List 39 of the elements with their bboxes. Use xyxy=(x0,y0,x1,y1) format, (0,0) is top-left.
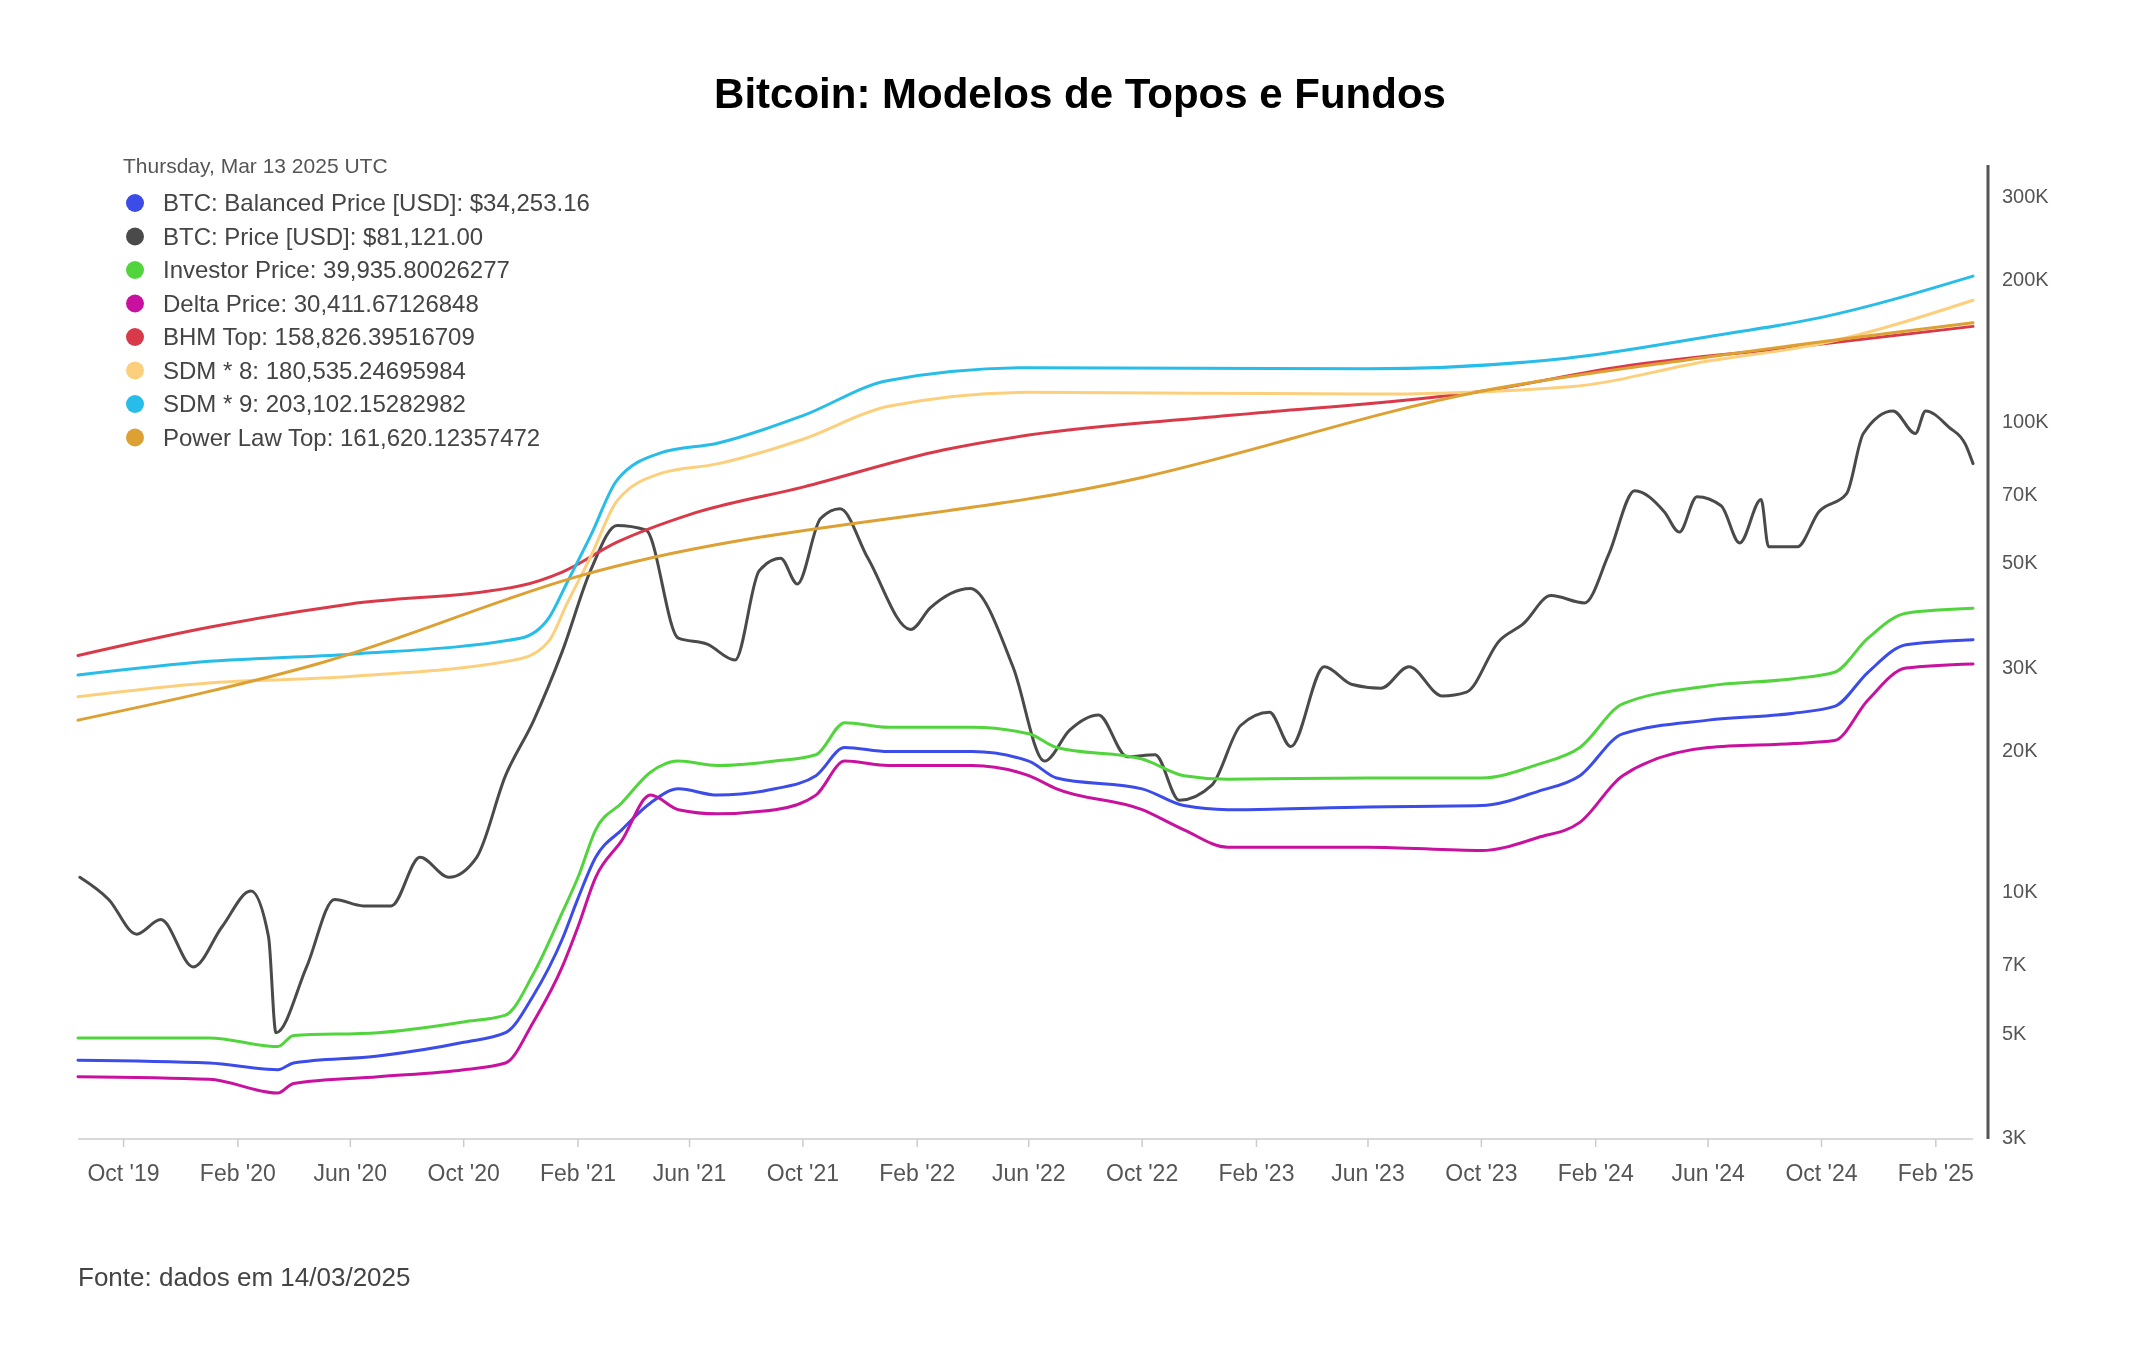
x-tick-label: Jun '23 xyxy=(1331,1160,1405,1186)
x-tick-label: Feb '22 xyxy=(879,1160,956,1186)
x-tick-label: Oct '21 xyxy=(766,1160,839,1186)
y-tick-label: 200K xyxy=(2002,268,2050,291)
x-tick-label: Oct '22 xyxy=(1106,1160,1179,1186)
legend-label: Investor Price: 39,935.80026277 xyxy=(163,256,510,283)
source-note: Fonte: dados em 14/03/2025 xyxy=(78,1262,411,1292)
y-tick-label: 30K xyxy=(2002,655,2039,678)
legend-label: BHM Top: 158,826.39516709 xyxy=(163,323,475,350)
y-tick-label: 10K xyxy=(2002,880,2039,903)
y-tick-label: 70K xyxy=(2002,482,2039,505)
legend-label: Delta Price: 30,411.67126848 xyxy=(163,289,479,317)
x-tick-label: Feb '25 xyxy=(1897,1160,1974,1186)
legend-title: Thursday, Mar 13 2025 UTC xyxy=(123,154,388,177)
x-tick-label: Oct '19 xyxy=(87,1160,160,1186)
x-tick-label: Jun '24 xyxy=(1671,1160,1746,1186)
y-tick-label: 20K xyxy=(2002,738,2039,761)
x-tick-label: Feb '24 xyxy=(1557,1160,1634,1186)
legend-label: BTC: Balanced Price [USD]: $34,253.16 xyxy=(163,189,590,216)
x-tick-label: Oct '23 xyxy=(1445,1160,1518,1186)
x-tick-label: Oct '24 xyxy=(1785,1160,1858,1186)
legend-label: SDM * 8: 180,535.24695984 xyxy=(163,356,466,384)
y-tick-label: 50K xyxy=(2002,551,2039,574)
legend-label: Power Law Top: 161,620.12357472 xyxy=(163,423,541,451)
chart-title: Bitcoin: Modelos de Topos e Fundos xyxy=(714,70,1446,117)
y-tick-label: 3K xyxy=(2002,1126,2028,1148)
legend-label: SDM * 9: 203,102.15282982 xyxy=(163,390,466,417)
y-tick-label: 5K xyxy=(2002,1021,2028,1044)
x-tick-label: Jun '21 xyxy=(652,1160,727,1186)
x-tick-label: Feb '21 xyxy=(540,1160,616,1186)
x-tick-label: Jun '22 xyxy=(992,1160,1066,1186)
x-tick-label: Jun '20 xyxy=(313,1160,388,1186)
legend-label: BTC: Price [USD]: $81,121.00 xyxy=(163,222,484,250)
x-tick-label: Feb '23 xyxy=(1218,1160,1295,1186)
y-tick-label: 7K xyxy=(2002,952,2028,975)
x-tick-label: Oct '20 xyxy=(427,1160,500,1186)
y-tick-label: 300K xyxy=(2002,185,2050,208)
x-tick-label: Feb '20 xyxy=(199,1160,276,1186)
y-tick-label: 100K xyxy=(2002,409,2050,432)
